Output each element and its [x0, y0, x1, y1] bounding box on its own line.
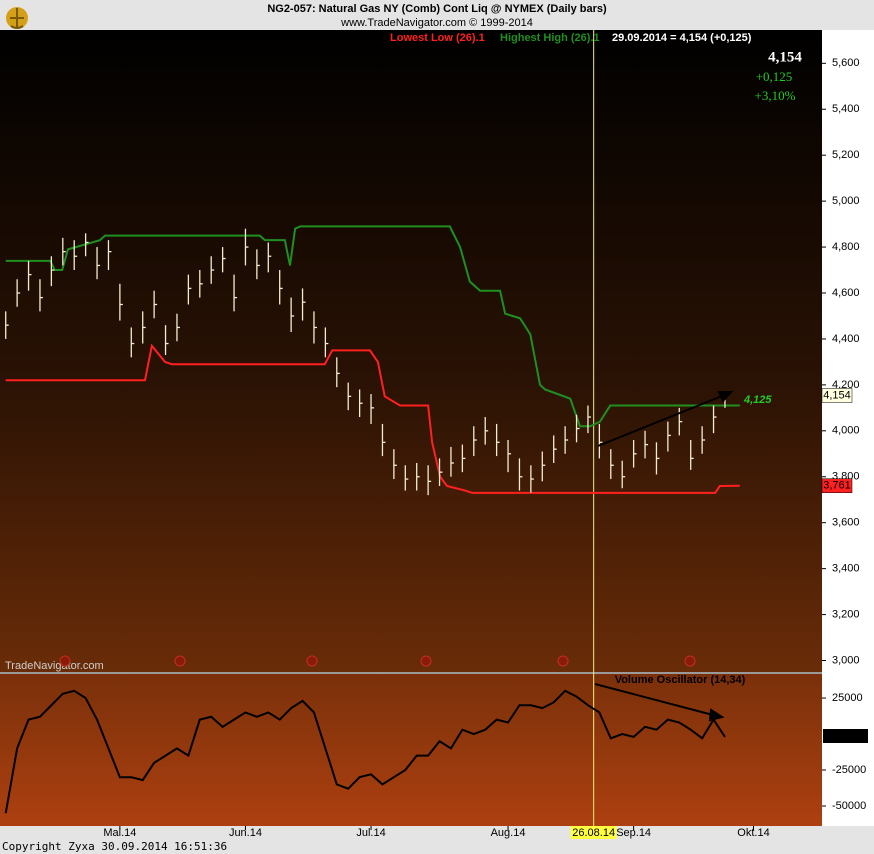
cursor-label: 26.08.14	[572, 827, 615, 839]
y-tick-label: 4,000	[832, 425, 860, 437]
footer-bg	[0, 826, 874, 854]
cursor-label-bg	[570, 826, 617, 839]
y-tick-label: 5,600	[832, 57, 860, 69]
chart-subtitle: www.TradeNavigator.com © 1999-2014	[340, 17, 533, 29]
panel-separator	[0, 672, 822, 674]
watermark: TradeNavigator.com	[5, 660, 104, 672]
copyright: Copyright Zyxa 30.09.2014 16:51:36	[2, 840, 227, 853]
last-percent: +3,10%	[755, 88, 796, 103]
x-tick-label: Aug.14	[491, 827, 526, 839]
logo	[6, 7, 28, 29]
event-markers	[59, 655, 696, 667]
oscillator-panel	[0, 674, 822, 826]
y-tick-label: 4,400	[832, 333, 860, 345]
x-tick-label: Jun.14	[229, 827, 262, 839]
y-tick-label: 3,200	[832, 608, 860, 620]
series-line	[4, 689, 726, 814]
price-panel	[0, 30, 822, 672]
y-tick-label: 4,200	[832, 379, 860, 391]
last-change: +0,125	[756, 69, 793, 84]
y-tick-label: 4,800	[832, 241, 860, 253]
y-tick-label: 3,000	[832, 654, 860, 666]
x-tick-label: Jul.14	[356, 827, 385, 839]
y-tick-label: 3,600	[832, 517, 860, 529]
header-bg	[0, 0, 874, 30]
legend-entry: Lowest Low (26).1	[390, 32, 485, 44]
trend-arrows	[594, 391, 734, 722]
oscillator-title: Volume Oscillator (14,34)	[615, 674, 746, 686]
x-tick-label: Mai.14	[103, 827, 136, 839]
quote: 29.09.2014 = 4,154 (+0,125)	[612, 32, 752, 44]
axis-bg	[822, 30, 874, 826]
x-tick-label: Okt.14	[737, 827, 769, 839]
x-tick-label: Sep.14	[616, 827, 651, 839]
series-line	[5, 343, 740, 494]
value-box-label: 4,154	[823, 389, 851, 401]
y-tick-label: 5,400	[832, 103, 860, 115]
y-tick-label: 25000	[832, 692, 863, 704]
annotation: 4,125	[743, 394, 772, 406]
zero-box	[823, 729, 868, 743]
y-tick-label: 5,000	[832, 195, 860, 207]
value-box	[821, 478, 853, 493]
series-line	[5, 225, 740, 428]
value-box	[821, 388, 853, 403]
y-tick-label: -50000	[832, 800, 866, 812]
value-box-label: 3,761	[823, 480, 851, 492]
chart-title: NG2-057: Natural Gas NY (Comb) Cont Liq …	[267, 3, 607, 15]
y-tick-label: 5,200	[832, 149, 860, 161]
y-tick-label: 3,400	[832, 563, 860, 575]
legend-entry: Highest High (26).1	[500, 32, 600, 44]
y-tick-label: 4,600	[832, 287, 860, 299]
y-tick-label: -25000	[832, 764, 866, 776]
last-price: 4,154	[768, 49, 802, 65]
